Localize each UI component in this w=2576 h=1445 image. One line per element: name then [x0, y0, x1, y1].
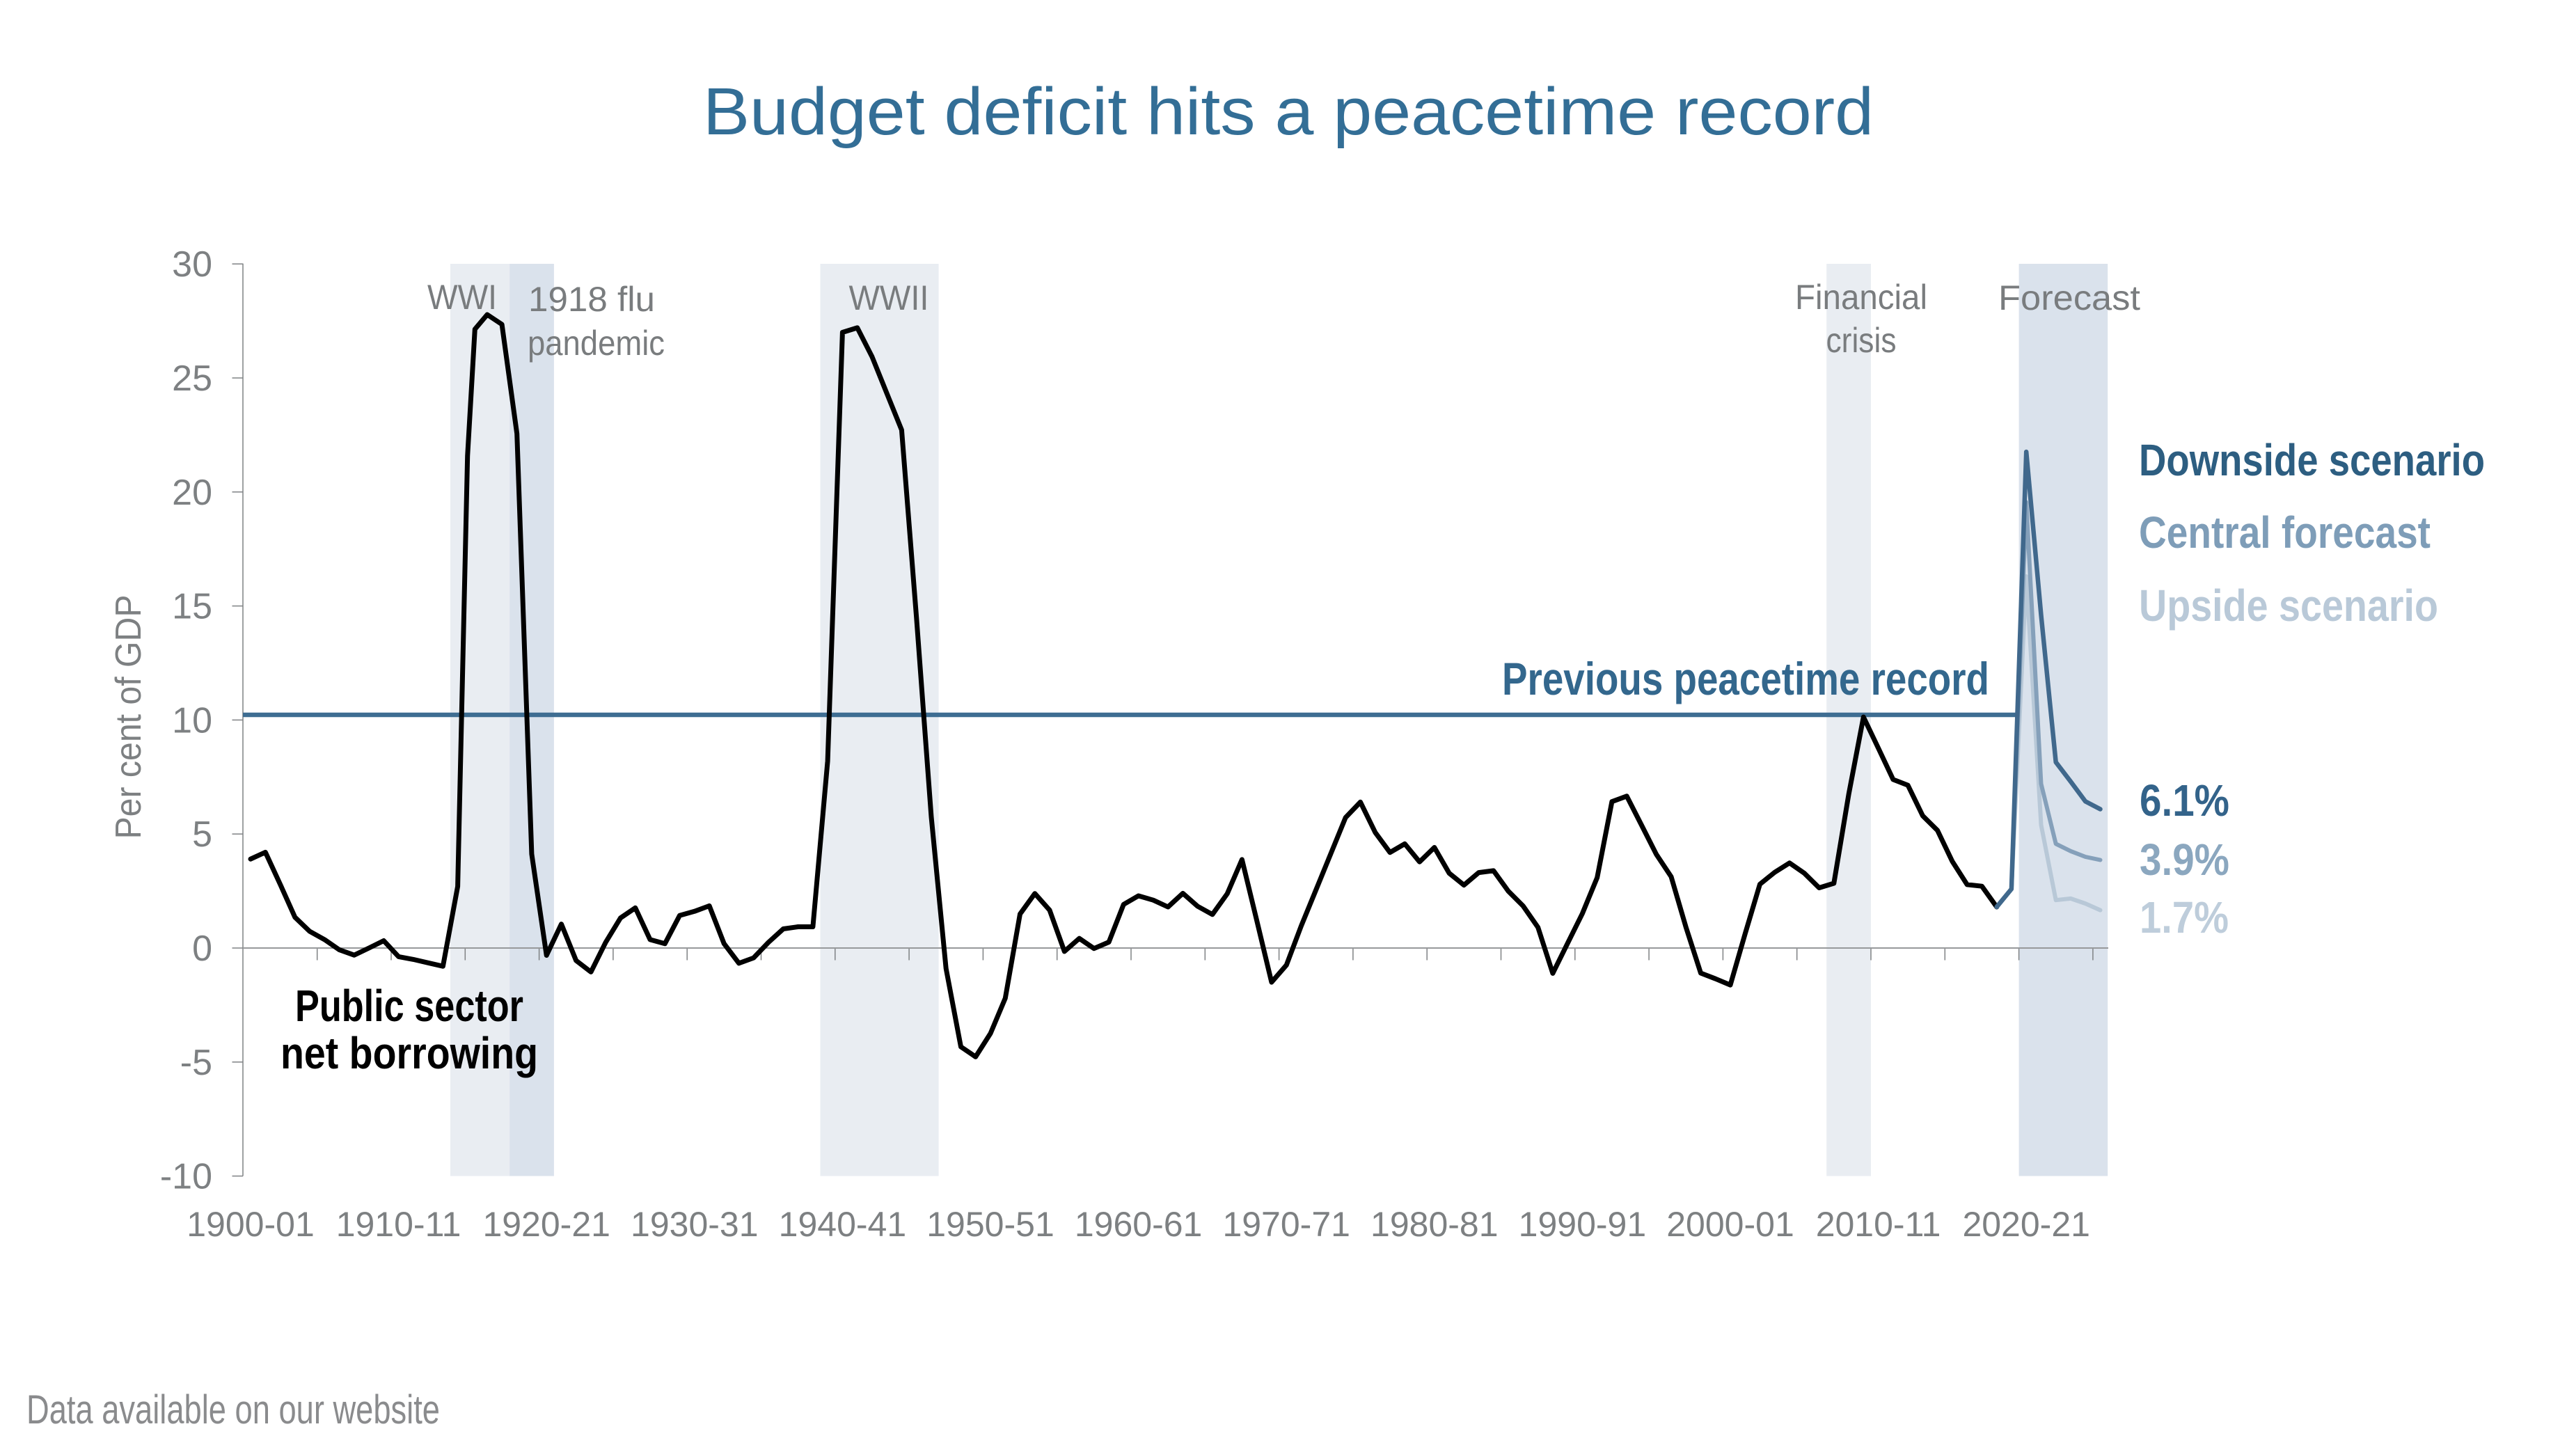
- svg-text:1918 flu: 1918 flu: [528, 280, 655, 319]
- svg-text:WWII: WWII: [849, 278, 929, 317]
- svg-text:pandemic: pandemic: [528, 324, 665, 363]
- svg-text:6.1%: 6.1%: [2140, 775, 2229, 826]
- svg-text:Forecast: Forecast: [1998, 278, 2140, 317]
- svg-text:Per cent of GDP: Per cent of GDP: [109, 595, 149, 839]
- svg-text:30: 30: [172, 244, 212, 285]
- svg-text:-5: -5: [180, 1043, 212, 1083]
- svg-text:1900-01: 1900-01: [187, 1205, 315, 1244]
- svg-text:1990-91: 1990-91: [1519, 1205, 1647, 1244]
- svg-text:1920-21: 1920-21: [482, 1205, 610, 1244]
- svg-text:1910-11: 1910-11: [336, 1205, 461, 1244]
- svg-text:25: 25: [172, 358, 212, 399]
- svg-text:20: 20: [172, 473, 212, 513]
- svg-text:net borrowing: net borrowing: [280, 1028, 538, 1078]
- svg-text:Public sector: Public sector: [295, 981, 523, 1031]
- svg-text:10: 10: [172, 700, 212, 741]
- svg-text:Central forecast: Central forecast: [2139, 507, 2431, 558]
- svg-text:3.9%: 3.9%: [2140, 835, 2229, 885]
- svg-text:1930-31: 1930-31: [631, 1205, 759, 1244]
- svg-text:Upside scenario: Upside scenario: [2139, 581, 2438, 631]
- svg-text:1950-51: 1950-51: [926, 1205, 1054, 1244]
- svg-text:5: 5: [192, 814, 212, 855]
- svg-text:15: 15: [172, 587, 212, 627]
- svg-text:Budget deficit hits a peacetim: Budget deficit hits a peacetime record: [703, 74, 1874, 149]
- svg-text:Downside scenario: Downside scenario: [2139, 435, 2485, 485]
- svg-text:2020-21: 2020-21: [1962, 1205, 2090, 1244]
- svg-text:1970-71: 1970-71: [1222, 1205, 1350, 1244]
- svg-text:1960-61: 1960-61: [1075, 1205, 1203, 1244]
- svg-text:crisis: crisis: [1826, 321, 1897, 360]
- svg-text:WWI: WWI: [427, 278, 497, 317]
- svg-text:1980-81: 1980-81: [1370, 1205, 1499, 1244]
- svg-text:-10: -10: [160, 1157, 212, 1197]
- svg-text:2010-11: 2010-11: [1816, 1205, 1941, 1244]
- svg-text:1.7%: 1.7%: [2140, 892, 2229, 942]
- svg-text:Data available on our website: Data available on our website: [26, 1387, 440, 1432]
- svg-text:Previous peacetime record: Previous peacetime record: [1502, 653, 1989, 704]
- svg-text:Financial: Financial: [1795, 278, 1927, 317]
- svg-text:0: 0: [192, 929, 212, 969]
- svg-text:2000-01: 2000-01: [1666, 1205, 1794, 1244]
- svg-text:1940-41: 1940-41: [779, 1205, 907, 1244]
